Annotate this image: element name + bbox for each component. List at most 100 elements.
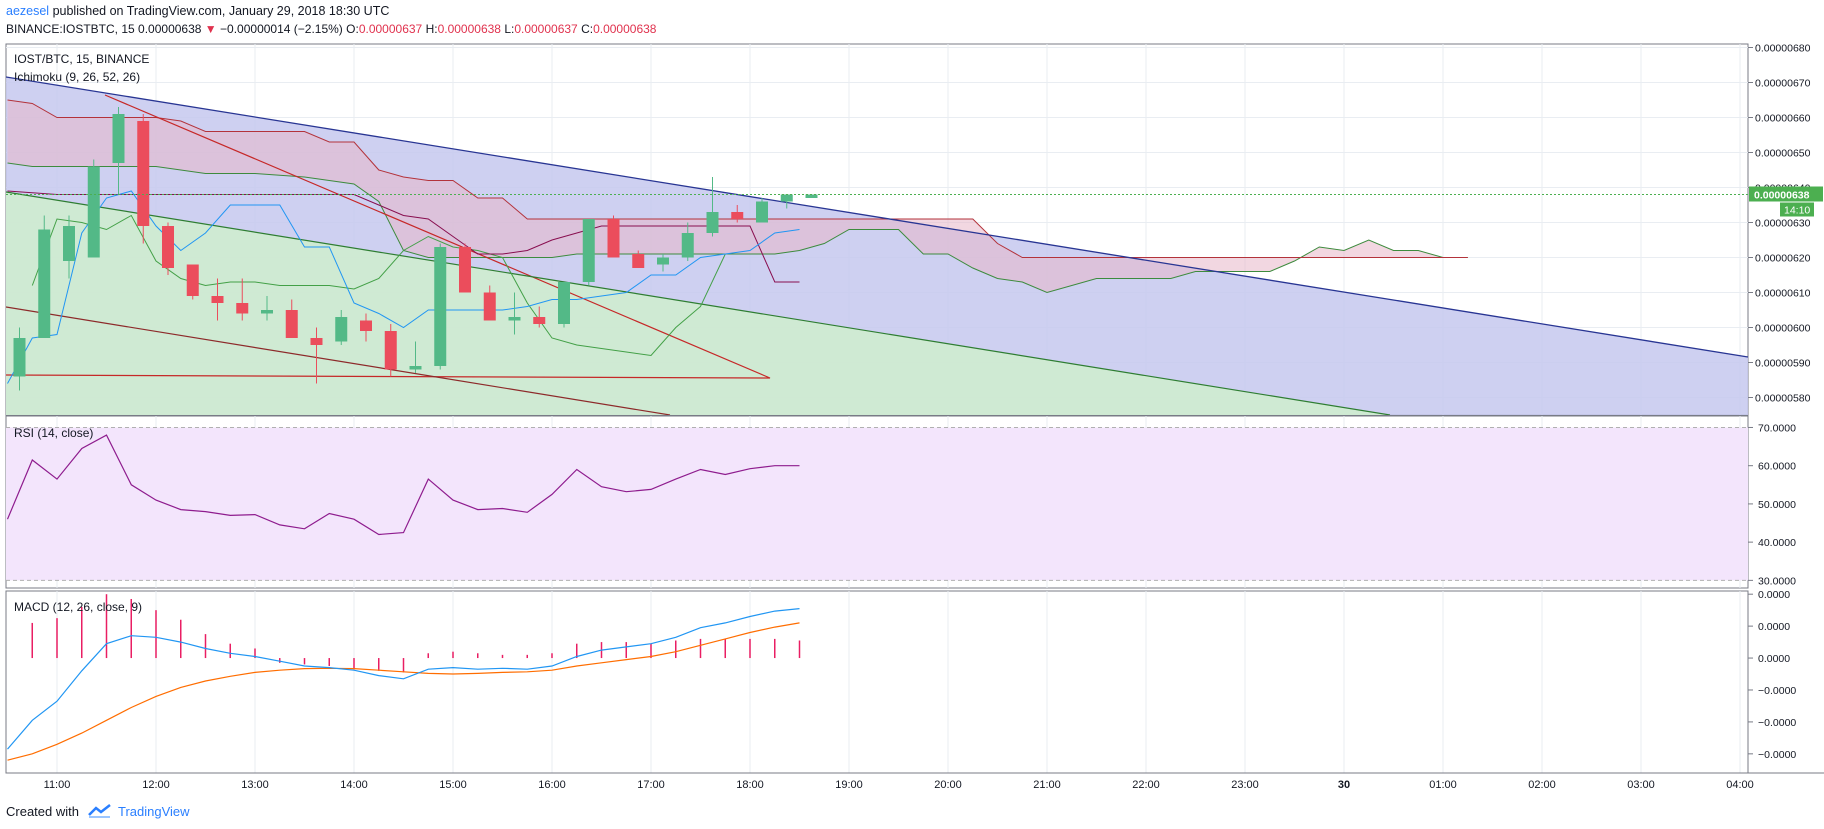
candle-up	[13, 338, 26, 377]
candle-down	[459, 247, 471, 293]
time-tick-label: 16:00	[538, 779, 566, 791]
close-label: C:	[581, 22, 594, 36]
low-label: L:	[504, 22, 515, 36]
time-tick-label: 14:00	[340, 779, 368, 791]
candle-up	[335, 317, 348, 342]
countdown-label: 14:10	[1784, 205, 1810, 217]
candle-down	[162, 226, 174, 268]
candle-up	[780, 194, 793, 202]
candle-up	[87, 166, 100, 258]
time-tick-label: 02:00	[1528, 779, 1556, 791]
macd-pane	[7, 594, 801, 761]
candle-down	[360, 320, 372, 331]
low-value: 0.00000637	[514, 22, 578, 36]
price-tick-label: 0.00000660	[1755, 113, 1811, 125]
rsi-tick-label: 30.0000	[1758, 575, 1796, 587]
rsi-tick-label: 60.0000	[1758, 461, 1796, 473]
open-value: 0.00000637	[358, 22, 423, 36]
author-link[interactable]: aezesel	[6, 4, 50, 18]
time-tick-label: 15:00	[439, 779, 467, 791]
candle-up	[261, 310, 273, 314]
candle-down	[607, 219, 620, 258]
time-tick-label: 17:00	[637, 779, 665, 791]
triangle-drawing	[6, 94, 771, 379]
symbol-label: BINANCE:IOSTBTC, 15	[6, 22, 135, 36]
rsi-tick-label: 70.0000	[1758, 422, 1796, 434]
green-trendline	[6, 191, 1391, 415]
rsi-band-fill	[6, 427, 1748, 581]
price-tick-label: 0.00000590	[1755, 358, 1811, 370]
time-tick-label: 22:00	[1132, 779, 1160, 791]
price-tick-label: 0.00000670	[1755, 78, 1811, 90]
ohlc-legend: BINANCE:IOSTBTC, 15 0.00000638 ▼ −0.0000…	[6, 22, 656, 36]
close-value: 0.00000638	[593, 22, 657, 36]
candle-down	[186, 264, 199, 296]
high-value: 0.00000638	[437, 22, 501, 36]
price-tick-label: 0.00000600	[1755, 323, 1811, 335]
high-label: H:	[425, 22, 438, 36]
candle-down	[285, 310, 298, 338]
open-label: O:	[346, 22, 359, 36]
publish-info: aezesel published on TradingView.com, Ja…	[6, 4, 389, 18]
macd-tick-label: 0.0000	[1758, 589, 1790, 601]
rsi-tick-label: 40.0000	[1758, 537, 1796, 549]
macd-label: MACD (12, 26, close, 9)	[14, 600, 142, 614]
countdown-box	[1780, 202, 1814, 217]
time-tick-label: 12:00	[142, 779, 170, 791]
created-with-text: Created with	[6, 804, 79, 819]
candle-down	[533, 317, 546, 324]
senkou-span-a	[7, 162, 1468, 294]
candle-down	[236, 303, 249, 314]
macd-tick-label: 0.0000	[1758, 653, 1790, 665]
macd-tick-label: 0.0000	[1758, 621, 1790, 633]
footer: Created with TradingView	[0, 795, 1824, 829]
senkou-span-b	[7, 99, 1468, 258]
chart-title: IOST/BTC, 15, BINANCE	[14, 52, 149, 66]
chart-canvas[interactable]: 11:00 12:00 13:00 14:00 15:00 16:00 17:00 18:00…	[0, 0, 1824, 795]
candle-up	[112, 114, 125, 163]
rsi-label: RSI (14, close)	[14, 426, 93, 440]
macd-signal-line	[7, 622, 800, 761]
time-tick-label: 01:00	[1429, 779, 1457, 791]
time-tick-label: 11:00	[44, 779, 71, 791]
candle-down	[310, 338, 323, 345]
pane-border-3	[5, 590, 1749, 774]
last-price: 0.00000638	[138, 22, 202, 36]
price-tick-label: 0.00000680	[1755, 43, 1811, 55]
last-price-box	[1749, 186, 1823, 202]
support-trendline	[6, 306, 671, 415]
price-tick-label: 0.00000610	[1755, 288, 1811, 300]
chart-header: aezesel published on TradingView.com, Ja…	[0, 0, 1824, 42]
candle-down	[483, 292, 496, 321]
down-arrow-icon: ▼	[204, 22, 217, 36]
candle-up	[657, 257, 669, 265]
candle-up	[63, 226, 75, 261]
macd-tick-label: −0.0000	[1758, 749, 1796, 761]
candle-down	[384, 331, 397, 370]
rsi-pane	[6, 426, 1748, 581]
candle-up	[706, 212, 719, 233]
candle-up	[409, 366, 422, 370]
tradingview-logo-icon[interactable]	[88, 803, 112, 819]
candle-up	[38, 229, 51, 338]
price-tick-label: 0.00000650	[1755, 148, 1811, 160]
time-tick-label: 19:00	[835, 779, 863, 791]
last-price-axis-label: 0.00000638	[1754, 190, 1810, 202]
tradingview-link[interactable]: TradingView	[118, 804, 190, 819]
price-pane	[6, 76, 1748, 415]
time-tick-label: 18:00	[736, 779, 764, 791]
macd-line	[7, 608, 800, 750]
time-tick-label: 20:00	[934, 779, 962, 791]
candle-down	[137, 121, 150, 226]
candle-down	[211, 296, 224, 303]
candle-up	[756, 201, 768, 223]
rsi-tick-label: 50.0000	[1758, 499, 1796, 511]
candle-up	[558, 282, 570, 324]
price-tick-label: 0.00000630	[1755, 218, 1811, 230]
ichimoku-label: Ichimoku (9, 26, 52, 26)	[14, 70, 140, 84]
chikou-span	[31, 214, 726, 357]
descending-trendline	[6, 76, 1748, 358]
candle-up	[805, 194, 818, 198]
macd-tick-label: −0.0000	[1758, 717, 1796, 729]
candle-down	[632, 254, 645, 268]
